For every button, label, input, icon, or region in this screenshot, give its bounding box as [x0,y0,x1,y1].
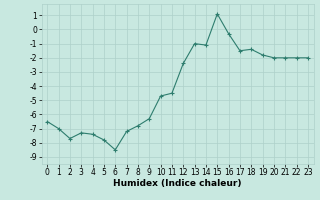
X-axis label: Humidex (Indice chaleur): Humidex (Indice chaleur) [113,179,242,188]
